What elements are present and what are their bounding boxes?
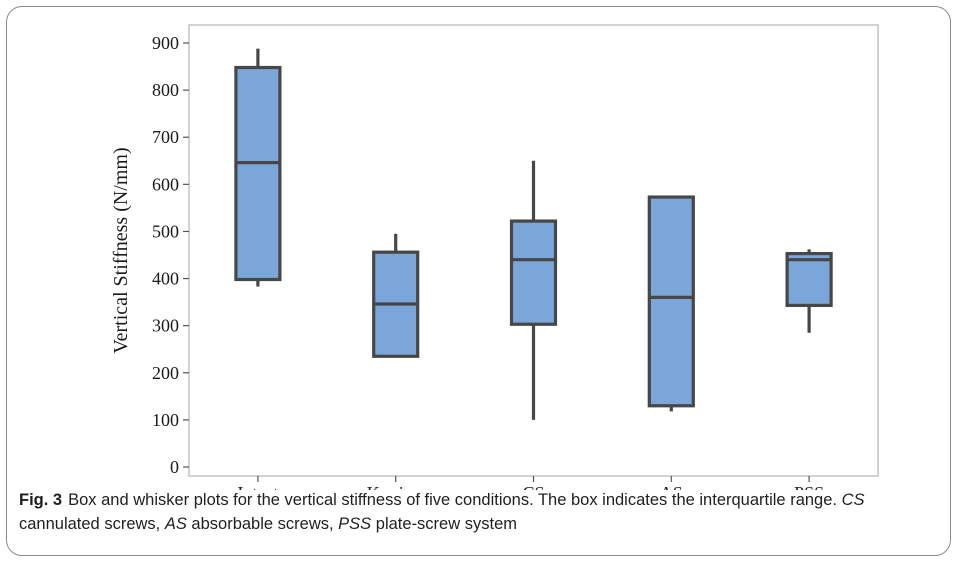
y-tick-label: 0	[170, 457, 179, 477]
y-tick-label: 300	[152, 316, 179, 336]
caption-abbr-pss: PSS	[338, 515, 372, 533]
y-tick-label: 700	[152, 127, 179, 147]
x-tick-label: PSS	[794, 483, 824, 490]
caption-abbr-as: AS	[164, 515, 187, 533]
y-tick-label: 900	[152, 33, 179, 53]
caption-abbr-cs: CS	[841, 491, 865, 509]
caption-text: Box and whisker plots for the vertical s…	[68, 491, 842, 509]
box-plot-chart: 0 100 200 300 400 500 600 700 800 900 Vertical Sti…	[110, 24, 879, 490]
x-tick-label: Intact	[237, 483, 278, 490]
y-tick-label: 100	[152, 410, 179, 430]
caption-text-pss: plate-screw system	[371, 515, 517, 533]
caption-text-as: absorbable screws,	[186, 515, 339, 533]
figure-caption: Fig. 3 Box and whisker plots for the vert…	[19, 488, 939, 536]
y-tick-label: 500	[152, 221, 179, 241]
box-iqr	[647, 195, 695, 408]
y-tick-label: 200	[152, 363, 179, 383]
y-tick-label: 800	[152, 80, 179, 100]
y-axis-title: Vertical Stiffness (N/mm)	[110, 147, 132, 353]
x-tick-label: CS	[522, 483, 544, 490]
x-tick-label: K-wires	[367, 483, 425, 490]
box-iqr	[509, 219, 558, 326]
y-tick-label: 400	[152, 269, 179, 289]
box-iqr	[234, 65, 282, 282]
x-tick-label: AS	[660, 483, 683, 490]
figure-label: Fig. 3	[19, 491, 63, 509]
caption-text-cs: cannulated screws,	[19, 515, 165, 533]
box-iqr	[785, 251, 833, 308]
y-tick-label: 600	[152, 174, 179, 194]
